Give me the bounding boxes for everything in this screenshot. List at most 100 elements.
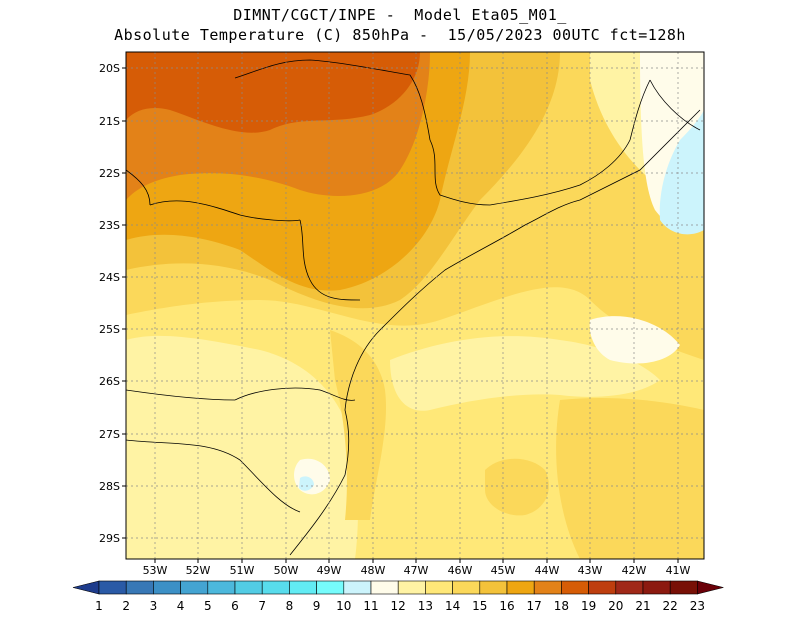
colorbar-label: 14 [445,599,460,613]
field-t15-southeast [485,458,549,516]
colorbar-arrow-high [697,580,724,595]
lat-label-27S: 27S [99,428,120,441]
colorbar-cell [98,580,127,595]
state-border-mg-rj [489,79,651,206]
colorbar-cell [425,580,453,595]
lat-label-25S: 25S [99,323,120,336]
colorbar-cell [506,580,535,595]
colorbar-label: 13 [418,599,433,613]
colorbar-label: 4 [177,599,185,613]
colorbar-label: 8 [286,599,294,613]
field-t19-north [126,52,420,133]
colorbar-cell [615,580,644,595]
lon-label-49W: 49W [317,564,342,577]
colorbar-labels: 1 2 3 4 5 6 7 8 9 10 11 12 13 14 15 16 17 18 19 20 21 22 23 [95,599,705,613]
coastline [289,109,701,556]
lon-label-44W: 44W [535,564,560,577]
colorbar-cell [669,580,698,595]
colorbar-label: 3 [150,599,158,613]
colorbar-label: 12 [391,599,406,613]
lon-label-45W: 45W [491,564,516,577]
lat-label-22S: 22S [99,167,120,180]
lat-label-21S: 21S [99,115,120,128]
colorbar-cells [72,580,724,595]
colorbar-arrow-low [72,580,100,595]
colorbar-cell [261,580,290,595]
colorbar-label: 9 [313,599,321,613]
state-border-mg-sp [429,139,491,206]
lat-label-20S: 20S [99,62,120,75]
field-t12-offshore [589,316,680,364]
state-border-sp-pr [299,219,361,301]
temperature-field [126,52,704,559]
lat-tick-labels: 20S 21S 22S 23S 24S 25S 26S 27S 28S 29S [99,62,120,545]
colorbar-label: 10 [336,599,351,613]
colorbar-cell [479,580,508,595]
lon-label-42W: 42W [622,564,647,577]
lon-label-47W: 47W [404,564,429,577]
colorbar-label: 16 [499,599,514,613]
colorbar-label: 21 [635,599,650,613]
colorbar-cell [180,580,209,595]
lon-tick-marks [154,559,679,563]
lat-label-29S: 29S [99,532,120,545]
colorbar-cell [289,580,317,595]
colorbar-label: 23 [690,599,705,613]
lat-label-23S: 23S [99,219,120,232]
chart-title-line-1: DIMNT/CGCT/INPE - Model Eta05_M01_ [233,6,567,24]
colorbar-label: 20 [608,599,623,613]
lon-label-51W: 51W [230,564,255,577]
lon-label-43W: 43W [578,564,603,577]
lon-label-46W: 46W [448,564,473,577]
border-paraguay [126,169,151,206]
lon-tick-labels: 53W 52W 51W 50W 49W 48W 47W 46W 45W 44W … [143,564,691,577]
lat-label-26S: 26S [99,375,120,388]
colorbar-label: 15 [472,599,487,613]
lon-label-41W: 41W [666,564,691,577]
field-t11-northeast [659,110,704,235]
field-t11-south [299,476,314,491]
colorbar-cell [207,580,236,595]
colorbar-cell [234,580,263,595]
colorbar-cell [343,580,372,595]
colorbar-label: 17 [527,599,542,613]
lat-tick-marks [122,67,126,539]
colorbar-label: 1 [95,599,103,613]
colorbar-cell [452,580,481,595]
colorbar-cell [397,580,426,595]
field-t15-coastal-strip [330,330,387,520]
colorbar-label: 6 [231,599,239,613]
colorbar-label: 2 [122,599,130,613]
state-border-ms-pr [149,200,301,222]
state-border-mg-es [649,79,701,131]
lon-label-48W: 48W [361,564,386,577]
state-border-pr-sc [234,387,356,401]
colorbar-cell [316,580,345,595]
gridlines [126,52,704,559]
field-t15-southeast-large [556,398,704,559]
chart-title-line-2: Absolute Temperature (C) 850hPa - 15/05/… [114,26,686,44]
lat-label-28S: 28S [99,480,120,493]
colorbar: 1 2 3 4 5 6 7 8 9 10 11 12 13 14 15 16 17 18 19 20 21 22 23 [72,580,724,613]
colorbar-cell [561,580,589,595]
lon-label-53W: 53W [143,564,168,577]
colorbar-label: 18 [554,599,569,613]
colorbar-cell [125,580,154,595]
lon-label-52W: 52W [186,564,211,577]
colorbar-cell [153,580,181,595]
colorbar-label: 19 [581,599,596,613]
colorbar-label: 5 [204,599,212,613]
lon-label-50W: 50W [274,564,299,577]
colorbar-label: 22 [663,599,678,613]
colorbar-cell [370,580,399,595]
border-argentina-pr [126,389,236,401]
map-frame [125,51,705,560]
colorbar-label: 7 [258,599,266,613]
field-t13-offshore [390,336,660,411]
colorbar-cell [533,580,562,595]
state-border-ms-sp [234,59,431,141]
borders-coastline [126,59,701,556]
colorbar-cell [642,580,671,595]
lat-label-24S: 24S [99,271,120,284]
